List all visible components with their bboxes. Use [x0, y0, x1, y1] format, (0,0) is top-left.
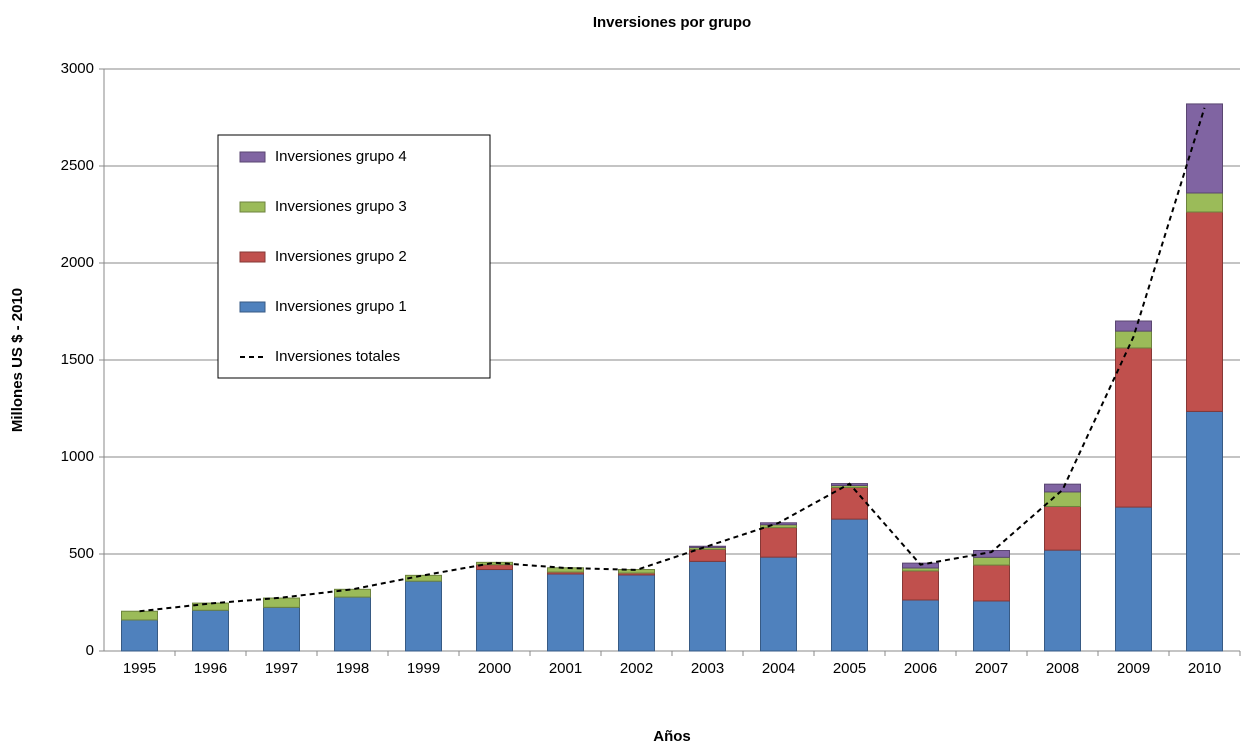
bar-segment [689, 545, 726, 548]
bar-segment [618, 569, 655, 574]
bar-segment [973, 550, 1010, 558]
bar-segment [1044, 491, 1081, 507]
y-tick-label: 2500 [61, 157, 94, 174]
x-tick-label: 2010 [1188, 660, 1221, 677]
x-tick-label: 2000 [478, 660, 511, 677]
bar-segment [973, 564, 1010, 602]
bar-segment [1115, 330, 1152, 349]
bar-segment [192, 602, 229, 611]
bar-segment [973, 600, 1010, 652]
bar-segment [192, 609, 229, 652]
legend-label: Inversiones grupo 2 [275, 248, 407, 265]
bar-segment [263, 606, 300, 652]
x-tick-label: 2002 [620, 660, 653, 677]
legend-swatch [239, 201, 266, 213]
y-tick-label: 1000 [61, 448, 94, 465]
bar-segment [263, 597, 300, 608]
y-tick-label: 500 [69, 545, 94, 562]
x-tick-label: 2006 [904, 660, 937, 677]
bar-segment [831, 486, 868, 520]
x-tick-label: 2001 [549, 660, 582, 677]
bar-segment [121, 619, 158, 652]
legend-label: Inversiones grupo 1 [275, 298, 407, 315]
bar-segment [547, 573, 584, 652]
bar-segment [902, 599, 939, 652]
bar-segment [1044, 549, 1081, 652]
bar-segment [1115, 506, 1152, 652]
bar-segment [1115, 320, 1152, 332]
x-axis-label: Años [653, 728, 691, 744]
bar-segment [1186, 192, 1223, 213]
y-axis-label: Millones US $ - 2010 [9, 288, 26, 432]
x-tick-label: 1999 [407, 660, 440, 677]
x-tick-label: 2008 [1046, 660, 1079, 677]
bar-segment [902, 570, 939, 601]
bar-segment [121, 610, 158, 621]
legend-swatch [239, 251, 266, 263]
y-tick-label: 3000 [61, 60, 94, 77]
bar-segment [476, 569, 513, 652]
x-tick-label: 1998 [336, 660, 369, 677]
x-tick-label: 2003 [691, 660, 724, 677]
bar-segment [760, 556, 797, 652]
legend-swatch [239, 301, 266, 313]
x-tick-label: 1995 [123, 660, 156, 677]
bar-segment [973, 556, 1010, 566]
y-tick-label: 1500 [61, 351, 94, 368]
bar-segment [1044, 483, 1081, 493]
bar-segment [405, 580, 442, 652]
x-tick-label: 2004 [762, 660, 795, 677]
bar-segment [547, 567, 584, 573]
legend-label: Inversiones grupo 4 [275, 148, 407, 165]
bar-segment [689, 560, 726, 652]
legend-label: Inversiones grupo 3 [275, 198, 407, 215]
y-tick-label: 0 [86, 642, 94, 659]
bar-segment [334, 596, 371, 652]
bar-segment [405, 574, 442, 582]
bar-segment [476, 561, 513, 566]
x-tick-label: 1997 [265, 660, 298, 677]
total-line [139, 107, 1206, 613]
bar-segment [1186, 410, 1223, 652]
x-tick-label: 2007 [975, 660, 1008, 677]
x-tick-label: 1996 [194, 660, 227, 677]
legend-label: Inversiones totales [275, 348, 400, 365]
bar-segment [334, 588, 371, 598]
bar-segment [760, 527, 797, 558]
bar-segment [1044, 505, 1081, 551]
x-tick-label: 2009 [1117, 660, 1150, 677]
bar-segment [1186, 211, 1223, 412]
bar-segment [831, 518, 868, 652]
bar-segment [618, 574, 655, 652]
chart-title: Inversiones por grupo [593, 14, 751, 31]
legend-swatch [239, 151, 266, 163]
x-tick-label: 2005 [833, 660, 866, 677]
y-tick-label: 2000 [61, 254, 94, 271]
bar-segment [1115, 347, 1152, 508]
